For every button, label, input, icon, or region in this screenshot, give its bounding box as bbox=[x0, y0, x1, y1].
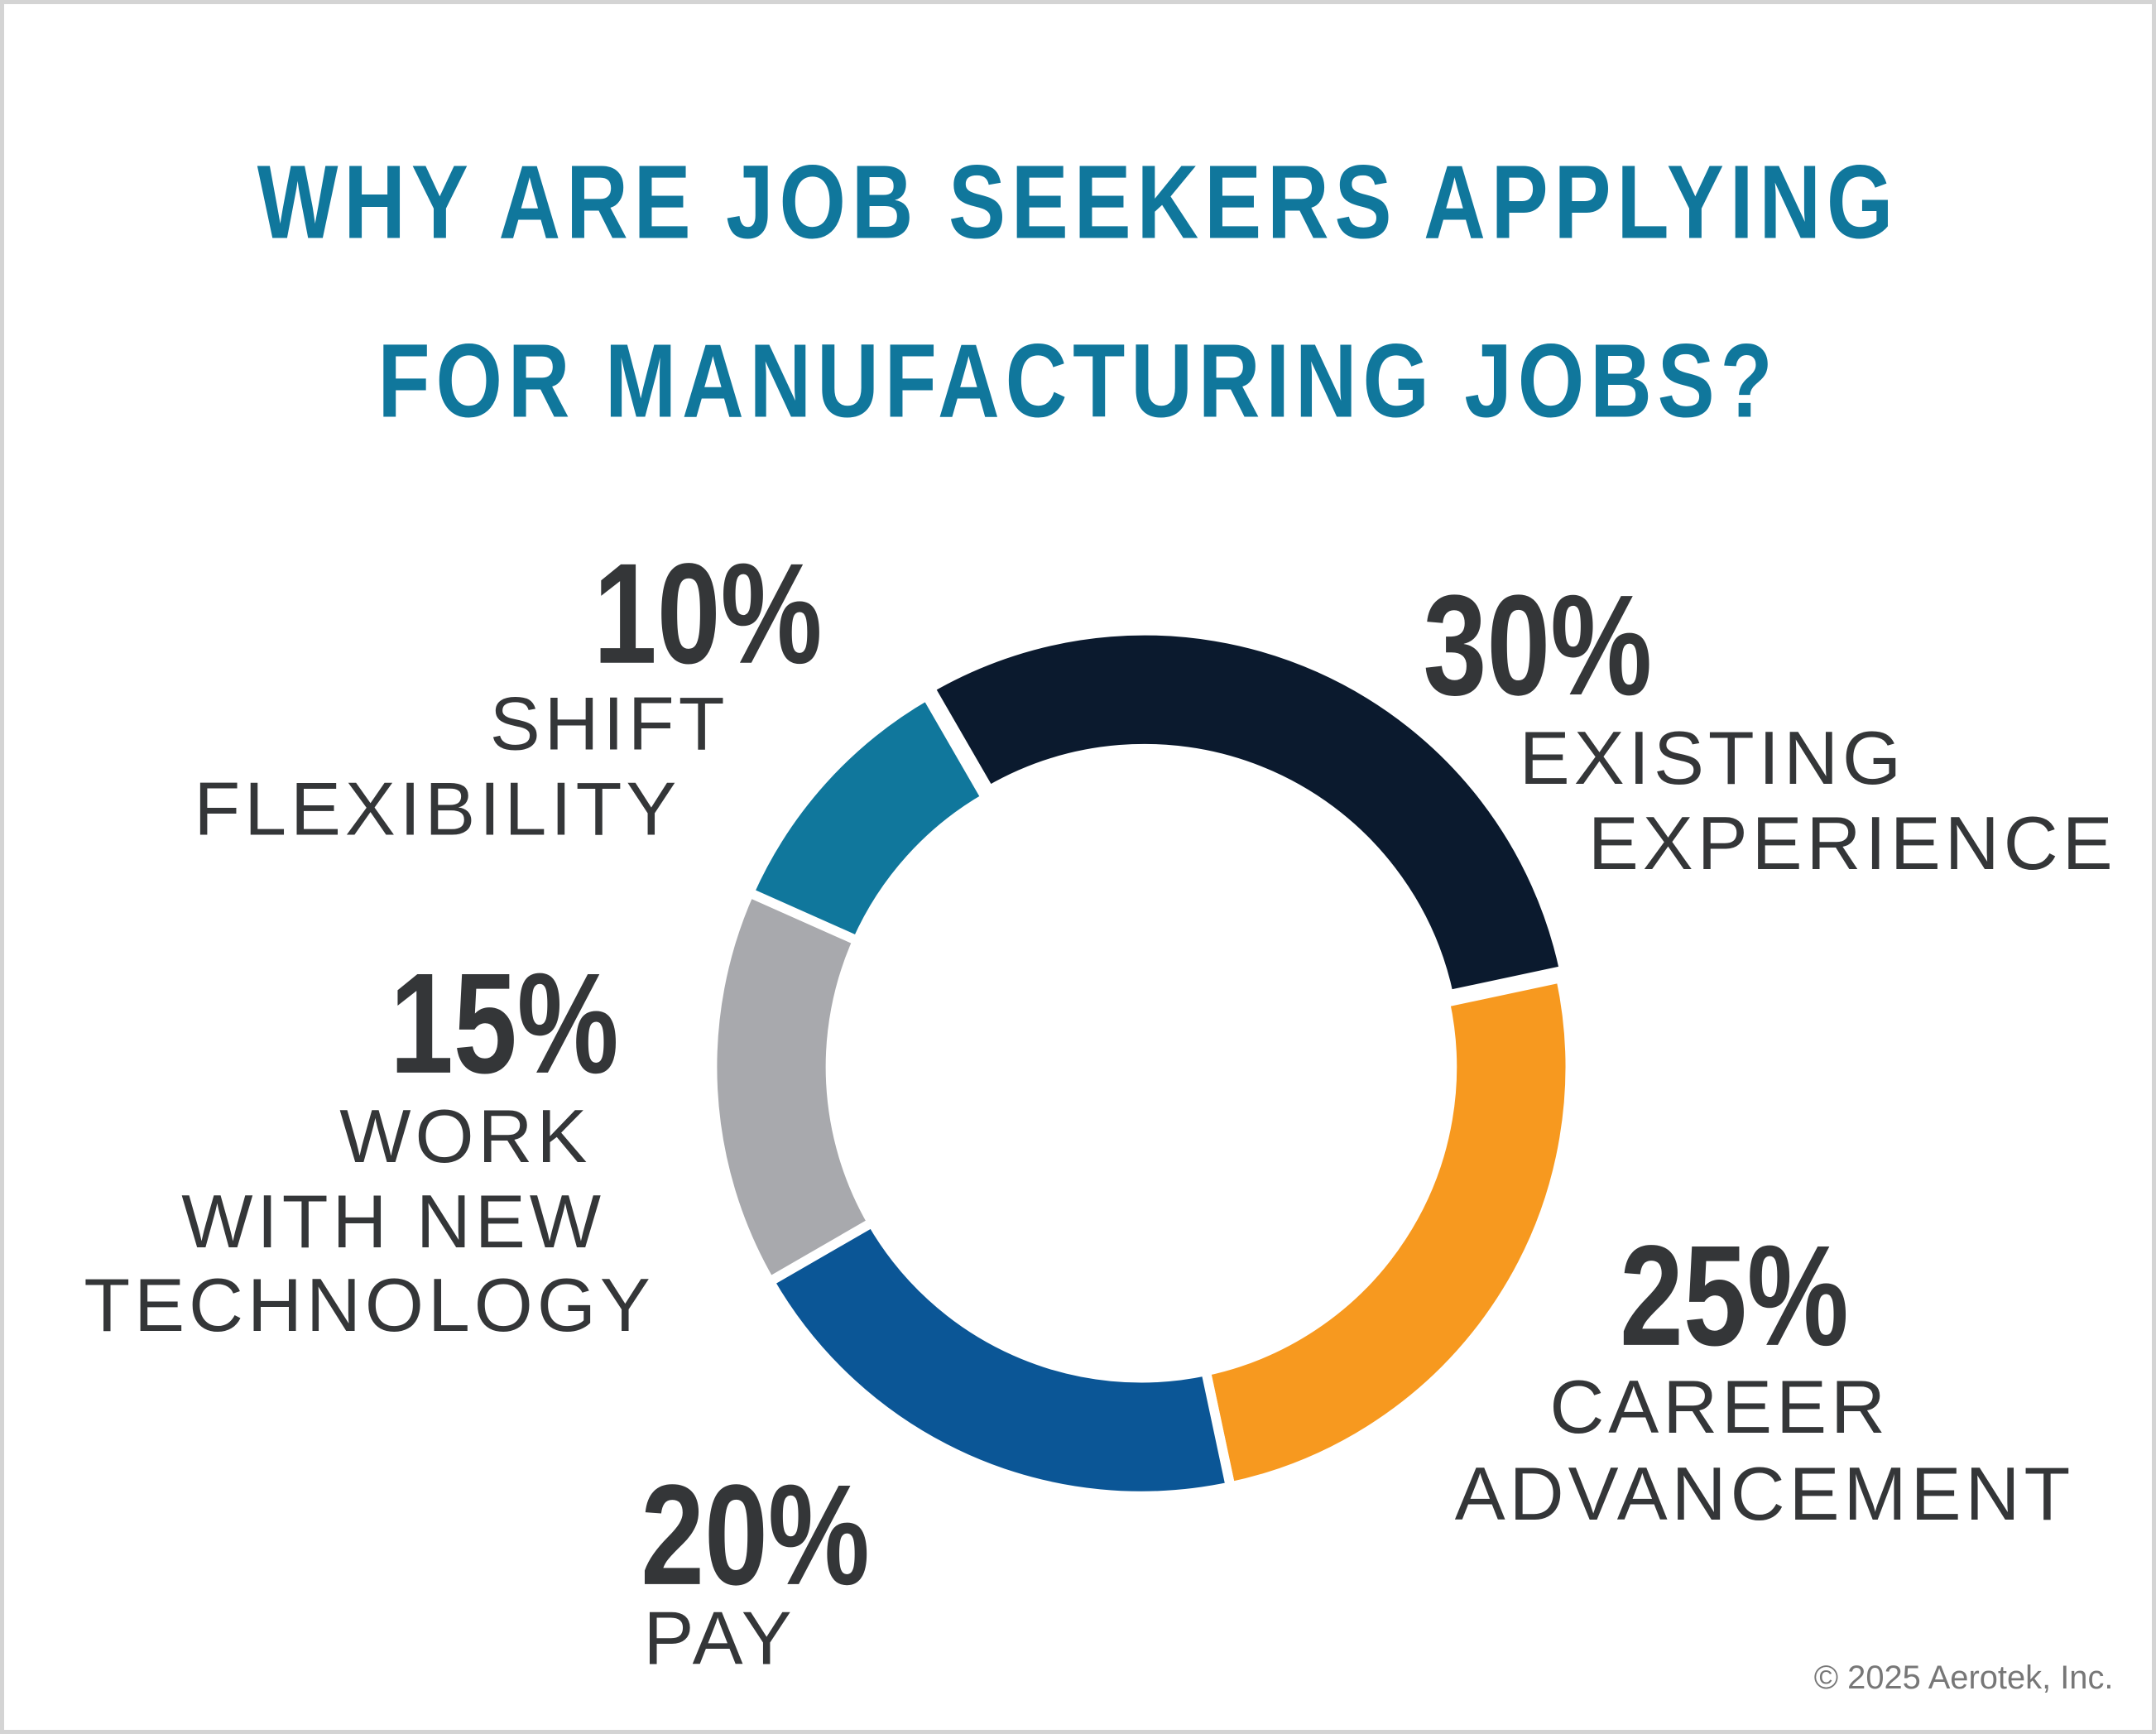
donut-segment bbox=[1200, 972, 1576, 1493]
category-label: SHIFT bbox=[490, 681, 729, 766]
value-label: 15% bbox=[390, 944, 619, 1103]
category-label: WORK bbox=[339, 1094, 591, 1179]
source: © 2025 Aerotek, Inc. bbox=[1814, 1660, 2114, 1696]
donut-segment bbox=[763, 1216, 1236, 1501]
category-label: EXPERIENCE bbox=[1588, 801, 2117, 886]
category-label: PAY bbox=[644, 1596, 796, 1680]
category-label: FLEXIBILITY bbox=[194, 766, 680, 851]
chart-title: WHY ARE JOB SEEKERS APPLYING bbox=[257, 144, 1899, 261]
category-label: TECHNOLOGY bbox=[84, 1263, 654, 1347]
value-label: 10% bbox=[593, 534, 823, 694]
category-label: ADVANCEMENT bbox=[1455, 1452, 2075, 1536]
category-label: EXISTING bbox=[1520, 716, 1905, 800]
category-label: CAREER bbox=[1549, 1365, 1890, 1449]
category-label: WITH NEW bbox=[181, 1179, 605, 1264]
value-label: 20% bbox=[641, 1455, 870, 1615]
donut-segment bbox=[923, 626, 1570, 1001]
value-label: 30% bbox=[1423, 565, 1652, 725]
chart-title: FOR MANUFACTURING JOBS? bbox=[377, 323, 1778, 440]
value-label: 25% bbox=[1620, 1216, 1849, 1376]
donut-segment bbox=[742, 689, 993, 948]
